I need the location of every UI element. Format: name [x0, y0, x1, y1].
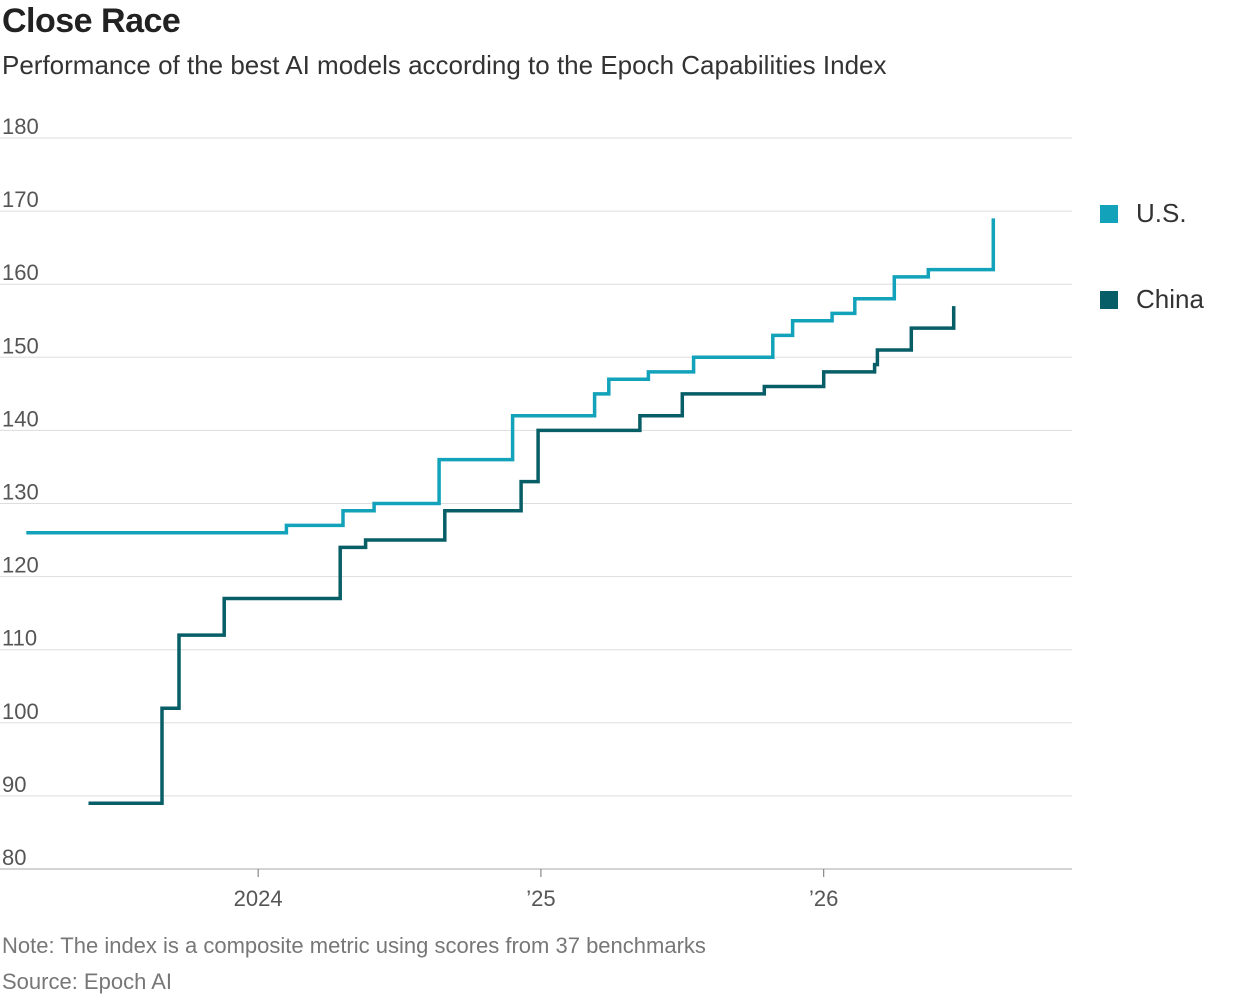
y-tick-label-100: 100 — [2, 699, 39, 724]
legend-label-china: China — [1136, 284, 1204, 314]
x-tick-label-2: ’26 — [809, 886, 838, 911]
legend-item-china: China — [1100, 284, 1204, 315]
y-tick-label-160: 160 — [2, 260, 39, 285]
legend-swatch-us — [1100, 204, 1118, 223]
legend-swatch-china — [1100, 290, 1118, 309]
legend-item-us: U.S. — [1100, 198, 1187, 229]
footnote: Note: The index is a composite metric us… — [2, 933, 706, 958]
gridlines — [0, 137, 1072, 870]
chart-title: Close Race — [2, 2, 181, 40]
y-axis-tick-labels: 80 90 100 110 120 130 140 150 160 170 180 — [2, 114, 39, 870]
y-tick-label-140: 140 — [2, 406, 39, 431]
y-tick-label-80: 80 — [2, 845, 26, 870]
series-lines — [26, 218, 996, 805]
y-tick-label-150: 150 — [2, 333, 39, 358]
series-line-china — [88, 306, 956, 805]
series-line-us — [26, 218, 996, 535]
y-tick-label-130: 130 — [2, 480, 39, 505]
x-tick-label-0: 2024 — [234, 886, 283, 911]
x-axis: 2024 ’25 ’26 — [234, 869, 838, 911]
y-tick-label-120: 120 — [2, 553, 39, 578]
y-tick-label-170: 170 — [2, 187, 39, 212]
y-tick-label-110: 110 — [2, 626, 37, 651]
source-line: Source: Epoch AI — [2, 969, 172, 994]
legend-label-us: U.S. — [1136, 198, 1187, 228]
x-tick-label-1: ’25 — [526, 886, 555, 911]
y-tick-label-90: 90 — [2, 772, 26, 797]
y-tick-label-180: 180 — [2, 114, 39, 139]
chart-subtitle: Performance of the best AI models accord… — [2, 50, 887, 80]
